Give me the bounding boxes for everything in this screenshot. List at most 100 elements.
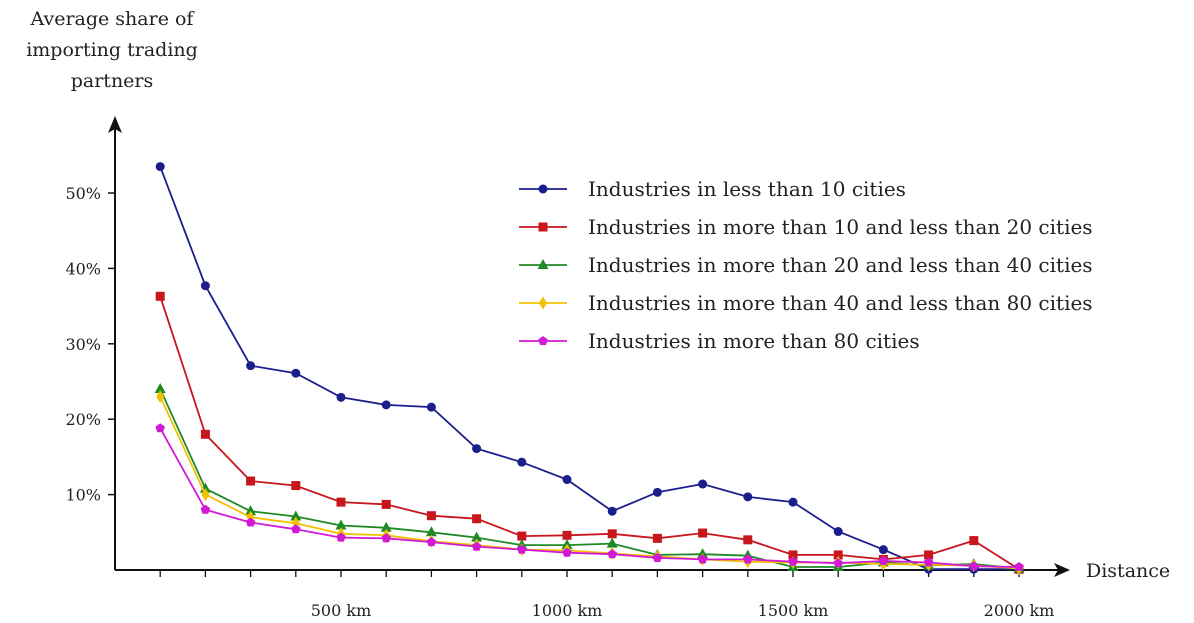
data-point	[788, 497, 798, 507]
data-point	[291, 481, 301, 491]
data-point	[155, 423, 165, 433]
data-point	[380, 521, 392, 532]
y-tick-label: 10%	[65, 486, 101, 505]
series	[156, 390, 1023, 575]
data-point	[517, 544, 527, 554]
series	[154, 383, 1025, 573]
data-point	[426, 511, 436, 521]
data-point	[562, 530, 572, 540]
data-point	[200, 504, 211, 514]
data-point	[381, 499, 391, 509]
data-point	[291, 368, 301, 378]
data-point	[538, 222, 548, 232]
y-axis-title-line-3: partners	[71, 70, 154, 92]
data-point	[538, 184, 548, 194]
data-point	[201, 488, 210, 502]
x-axis-title: Distance	[1086, 560, 1170, 582]
data-point	[245, 517, 256, 527]
y-axis-arrow-icon	[108, 116, 122, 133]
legend: Industries in less than 10 cities Industr…	[519, 177, 1093, 353]
data-point	[517, 531, 527, 541]
series	[155, 423, 1024, 571]
data-point	[562, 547, 572, 557]
data-point	[969, 561, 979, 571]
legend-label: Industries in less than 10 cities	[588, 177, 906, 201]
data-point	[472, 444, 482, 454]
series-line	[159, 396, 1020, 570]
series-line	[159, 388, 1020, 570]
data-point	[155, 162, 165, 172]
data-point	[336, 532, 346, 542]
data-point	[607, 506, 617, 516]
data-point	[878, 545, 888, 555]
legend-item: Industries in less than 10 cities	[519, 177, 906, 201]
y-tick-label: 20%	[65, 410, 101, 429]
data-point	[290, 510, 302, 521]
data-point	[381, 400, 391, 410]
data-point	[743, 492, 753, 502]
data-point	[245, 505, 257, 516]
x-tick-label: 2000 km	[984, 601, 1055, 620]
series-line	[159, 296, 1020, 570]
data-point	[291, 524, 301, 534]
y-axis-title-line-1: Average share of	[30, 8, 196, 30]
data-point	[652, 533, 662, 543]
legend-item: Industries in more than 20 and less than…	[519, 253, 1093, 277]
axes	[108, 116, 1070, 577]
legend-item: Industries in more than 10 and less than…	[519, 215, 1093, 239]
x-tick-label: 1000 km	[532, 601, 603, 620]
x-ticks: 500 km 1000 km 1500 km 2000 km	[159, 570, 1055, 620]
data-point	[969, 536, 979, 546]
data-point	[335, 519, 347, 530]
data-point	[471, 531, 483, 542]
data-point	[743, 554, 753, 564]
data-point	[562, 475, 572, 485]
data-point	[154, 383, 166, 394]
data-point	[698, 528, 708, 538]
data-point	[607, 549, 617, 559]
data-point	[472, 514, 482, 524]
data-point	[833, 527, 843, 537]
data-point	[336, 392, 346, 402]
data-point	[517, 457, 527, 467]
data-point	[788, 550, 798, 560]
y-tick-label: 50%	[65, 184, 101, 203]
series	[155, 291, 1024, 574]
data-point	[698, 479, 708, 489]
data-point	[155, 291, 165, 301]
x-tick-label: 1500 km	[758, 601, 829, 620]
y-tick-label: 30%	[65, 335, 101, 354]
data-point	[833, 550, 843, 560]
data-point	[924, 550, 934, 560]
legend-label: Industries in more than 80 cities	[588, 329, 920, 353]
data-point	[426, 402, 436, 412]
data-point	[539, 296, 547, 310]
data-point	[537, 259, 549, 269]
legend-label: Industries in more than 20 and less than…	[588, 253, 1093, 277]
y-axis-title-line-2: importing trading	[26, 39, 198, 61]
data-point	[923, 557, 934, 567]
data-point	[697, 554, 708, 564]
legend-item: Industries in more than 80 cities	[519, 329, 920, 353]
series-line	[159, 427, 1020, 568]
data-point	[652, 487, 662, 497]
data-point	[156, 390, 165, 404]
data-point	[606, 537, 618, 548]
data-point	[381, 533, 391, 543]
data-point	[538, 336, 548, 345]
x-tick-label: 500 km	[311, 601, 372, 620]
data-point	[336, 497, 346, 507]
data-point	[1014, 562, 1024, 571]
data-point	[200, 281, 210, 291]
series-line	[159, 166, 1019, 571]
y-tick-label: 40%	[65, 259, 101, 278]
data-point	[743, 535, 753, 545]
data-point	[246, 476, 256, 486]
data-point	[878, 556, 889, 565]
data-point	[471, 541, 482, 551]
legend-item: Industries in more than 40 and less than…	[519, 291, 1093, 315]
data-point	[607, 529, 617, 539]
data-point	[833, 558, 843, 568]
legend-label: Industries in more than 40 and less than…	[588, 291, 1093, 315]
